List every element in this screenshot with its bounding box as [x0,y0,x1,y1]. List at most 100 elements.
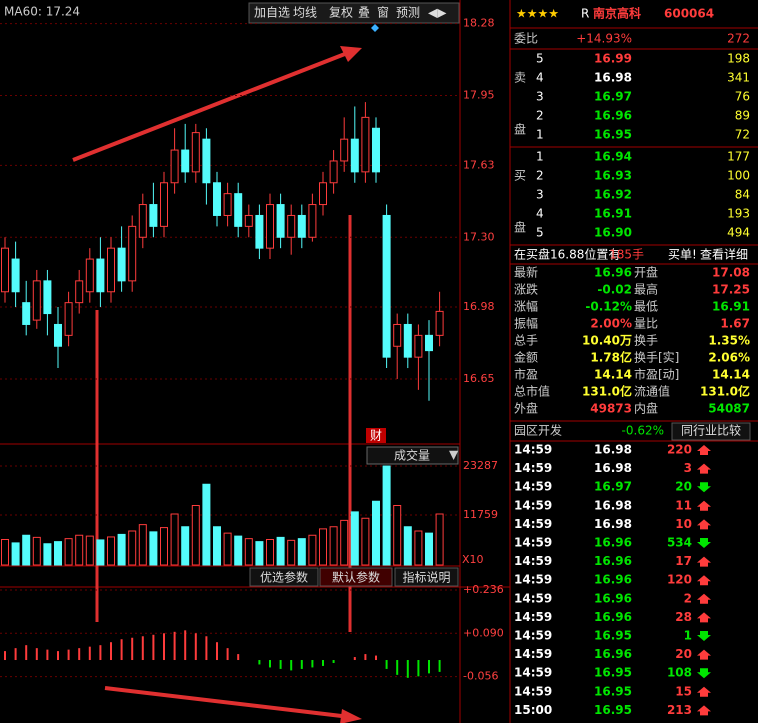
stat-value: -0.12% [585,300,632,314]
trend-arrow [72,50,351,162]
tick-price: 16.98 [594,517,632,531]
candle-body [170,149,179,184]
volume-bar [223,532,232,566]
toolbar-button[interactable]: 复权 [329,6,353,20]
volume-dropdown[interactable] [366,446,459,465]
tick-time: 14:59 [514,498,552,512]
toolbar-button[interactable]: 预测 [396,6,420,20]
stat-label: 市盈 [514,367,538,382]
stat-value: 1.67 [720,317,750,331]
indicator-button[interactable]: 优选参数 [260,570,308,585]
tick-price: 16.96 [594,647,632,661]
volume-bar [372,500,380,566]
volume-bar [11,542,20,566]
volume-bar [350,511,359,566]
candle-body [54,323,62,347]
stat-label: 最低 [634,300,658,314]
level-volume: 100 [727,169,750,183]
candle-body [372,127,380,173]
level-volume: 198 [727,52,750,66]
stat-label: 最高 [634,282,658,297]
toolbar-button[interactable]: 叠 [358,6,370,20]
stat-label: 涨幅 [514,299,538,314]
candle-body [75,280,84,304]
indicator-button[interactable]: 指标说明 [402,570,450,585]
volume-bar [96,539,105,566]
tick-time: 14:59 [514,480,552,494]
tick-price: 16.98 [594,443,632,457]
tick-arrow [697,612,711,623]
volume-bar [138,524,147,566]
stock-name: 南京高科 [593,6,641,21]
candle-body [244,214,253,227]
tick-time: 15:00 [514,703,552,717]
industry-change: -0.62% [622,424,664,438]
stat-value: 2.06% [708,351,750,365]
tick-volume: 108 [667,666,692,680]
level-price: 16.93 [594,169,632,183]
level-price: 16.90 [594,226,632,240]
level-volume: 72 [735,128,750,142]
stat-label: 总市值 [514,384,550,399]
tick-arrow [697,556,711,567]
candle-body [85,258,94,293]
volume-bar [393,505,402,566]
tick-volume: 3 [684,461,692,475]
tick-price: 16.96 [594,554,632,568]
toolbar-menu[interactable]: ◀▶ [428,6,447,20]
candle-body [329,160,338,184]
stock-code: 600064 [664,7,714,21]
tick-arrow [697,705,711,716]
tick-price: 16.95 [594,684,632,698]
marker-box [366,428,386,443]
candle-body [149,204,158,227]
stat-label: 金额 [514,350,538,365]
tick-volume: 120 [667,573,692,587]
tick-time: 14:59 [514,666,552,680]
level: 4 [536,71,544,85]
volume-bar [382,465,391,566]
stat-value: 54087 [708,402,750,416]
candle-body [202,138,211,184]
candle-body [425,334,433,352]
stat-label: 换手 [634,334,658,348]
level-price: 16.99 [594,52,632,66]
indicator-button[interactable]: 默认参数 [332,570,380,585]
indicator-button-bg [319,567,393,587]
tick-price: 16.95 [594,666,632,680]
tick-price: 16.97 [594,480,632,494]
marker: 财 [370,429,382,443]
compare-button[interactable] [671,422,751,441]
candle-body [128,225,137,282]
toolbar-button[interactable]: 加自选 [254,6,290,20]
volume-bar [22,534,31,566]
tick-volume: 213 [667,703,692,717]
y-tick-label: 17.30 [463,230,495,243]
level-price: 16.98 [594,71,632,85]
volume-bar [403,526,412,566]
toolbar-button[interactable]: 窗 [377,6,389,20]
volume-bar [43,543,52,566]
volume-bar [1,539,9,566]
toolbar-box [248,2,460,24]
indicator-button-bg [394,567,459,587]
level-volume: 76 [735,90,750,104]
tick-arrow [697,575,711,586]
stat-label: 开盘 [634,265,658,280]
candle-body [64,302,73,336]
stat-value: 49873 [590,402,632,416]
tick-price: 16.95 [594,703,632,717]
tick-volume: 20 [675,480,692,494]
stat-value: 1.78亿 [590,350,632,365]
toolbar-button[interactable]: 均线 [293,6,317,20]
level-volume: 341 [727,71,750,85]
candle-body [191,132,200,173]
y-tick-label: -0.056 [463,670,498,683]
notice-link[interactable]: 查看详细 [700,247,748,262]
level: 3 [536,90,544,104]
y-tick-label: 23287 [463,459,498,472]
y-tick-label: 17.95 [463,89,495,102]
tick-arrow [697,519,711,530]
tick-arrow [697,538,711,548]
tick-arrow [697,482,711,493]
